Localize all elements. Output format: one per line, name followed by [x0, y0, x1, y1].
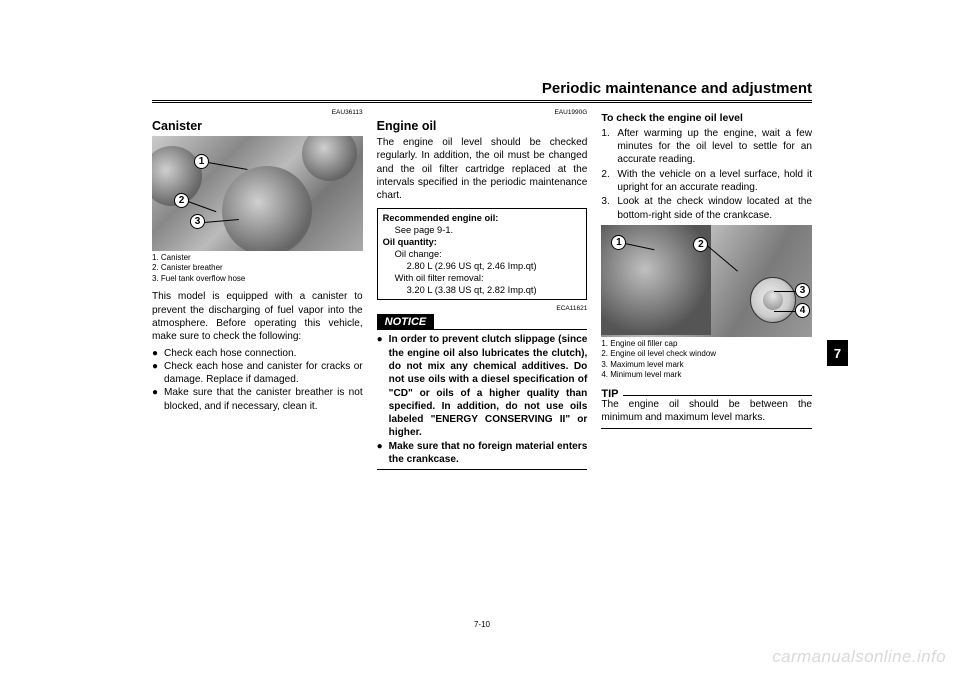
- section-tab: 7: [827, 340, 848, 366]
- oil-level-figure: 1 2 3 4: [601, 225, 812, 337]
- ref-id: EAU36113: [152, 109, 363, 118]
- list-item: ●Make sure that the canister breather is…: [152, 386, 363, 413]
- list-item: ●Check each hose and canister for cracks…: [152, 360, 363, 387]
- callout-4: 4: [795, 303, 810, 318]
- figure-caption: 1. Canister 2. Canister breather 3. Fuel…: [152, 253, 363, 284]
- spec-box: Recommended engine oil: See page 9-1. Oi…: [377, 208, 588, 301]
- column-3: To check the engine oil level 1.After wa…: [601, 109, 812, 470]
- canister-para: This model is equipped with a canister t…: [152, 290, 363, 343]
- canister-figure: 1 2 3: [152, 136, 363, 251]
- ref-id: ECA11621: [377, 305, 588, 314]
- watermark: carmanualsonline.info: [772, 647, 946, 667]
- callout-3: 3: [190, 214, 205, 229]
- notice-label: NOTICE: [377, 314, 435, 331]
- check-level-heading: To check the engine oil level: [601, 112, 812, 126]
- tip-text: The engine oil should be between the min…: [601, 398, 812, 425]
- ref-id: EAU1990G: [377, 109, 588, 118]
- list-item: 3.Look at the check window located at th…: [601, 195, 812, 222]
- columns: EAU36113 Canister 1 2 3 1. Canister 2. C…: [152, 109, 812, 470]
- list-item: ●Make sure that no foreign material ente…: [377, 440, 588, 467]
- list-item: ●Check each hose connection.: [152, 347, 363, 360]
- canister-heading: Canister: [152, 118, 363, 135]
- column-1: EAU36113 Canister 1 2 3 1. Canister 2. C…: [152, 109, 363, 470]
- callout-3: 3: [795, 283, 810, 298]
- callout-1: 1: [194, 154, 209, 169]
- page-number: 7-10: [152, 620, 812, 629]
- figure-caption: 1. Engine oil filler cap 2. Engine oil l…: [601, 339, 812, 381]
- notice-block: NOTICE ●In order to prevent clutch slipp…: [377, 314, 588, 471]
- oil-window-icon: [750, 277, 796, 323]
- list-item: ●In order to prevent clutch slippage (si…: [377, 333, 588, 440]
- header-rule: [152, 100, 812, 103]
- canister-bullets: ●Check each hose connection. ●Check each…: [152, 347, 363, 414]
- list-item: 1.After warming up the engine, wait a fe…: [601, 127, 812, 167]
- page-title: Periodic maintenance and adjustment: [152, 80, 812, 100]
- tip-block: TIP The engine oil should be between the…: [601, 387, 812, 429]
- list-item: 2.With the vehicle on a level surface, h…: [601, 168, 812, 195]
- check-level-steps: 1.After warming up the engine, wait a fe…: [601, 127, 812, 222]
- engine-oil-heading: Engine oil: [377, 118, 588, 135]
- page: Periodic maintenance and adjustment EAU3…: [152, 80, 812, 640]
- engine-oil-para: The engine oil level should be checked r…: [377, 136, 588, 203]
- notice-bullets: ●In order to prevent clutch slippage (si…: [377, 333, 588, 466]
- column-2: EAU1990G Engine oil The engine oil level…: [377, 109, 588, 470]
- callout-2: 2: [174, 193, 189, 208]
